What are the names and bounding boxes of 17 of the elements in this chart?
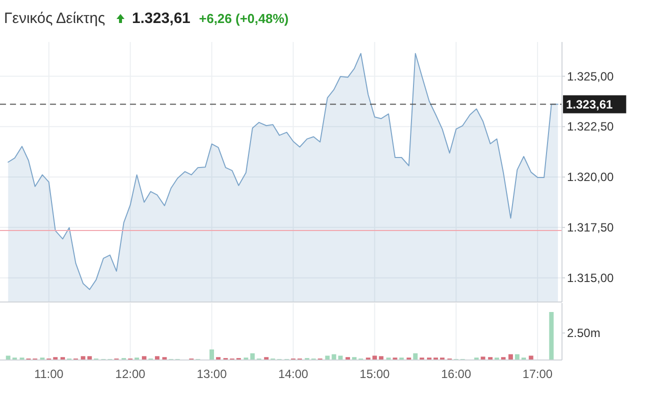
x-tick-label: 13:00 (196, 367, 228, 381)
y-tick-label: 1.322,50 (567, 120, 614, 134)
text: 2.50m (567, 326, 600, 340)
y-tick-label: 1.320,00 (567, 170, 614, 184)
chart-subtitle: 1.323,61 (132, 10, 190, 27)
x-tick-label: 17:00 (522, 367, 553, 381)
x-tick-label: 15:00 (360, 367, 390, 381)
x-tick-label: 14:00 (278, 367, 309, 381)
chart-title: Γενικός Δείκτης (4, 10, 106, 27)
x-tick-label: 16:00 (441, 367, 472, 381)
text: +6,26 (+0,48%) (199, 11, 289, 26)
y-tick-label: 1.317,50 (567, 220, 614, 234)
y-tick-label: 1.315,00 (567, 270, 614, 285)
ref-line-label: 1.323,61 (566, 97, 614, 112)
y-tick-label: 1.325,00 (567, 69, 614, 84)
x-tick-label: 11:00 (34, 367, 64, 381)
x-tick-label: 12:00 (115, 367, 146, 381)
